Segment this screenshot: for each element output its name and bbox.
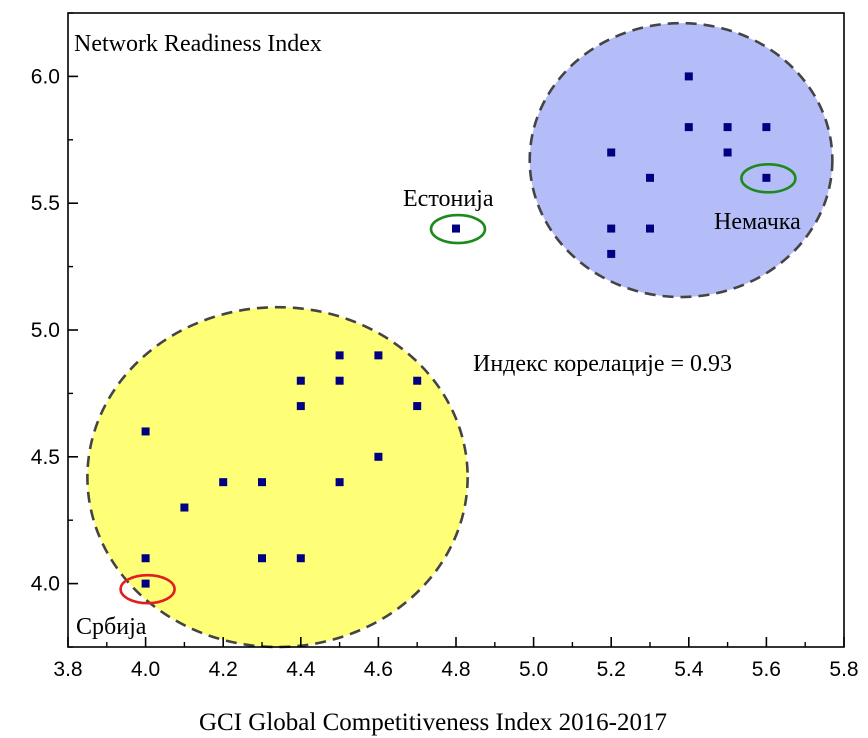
- data-point: [219, 478, 228, 487]
- data-point: [607, 148, 616, 157]
- data-point: [296, 376, 305, 385]
- data-point: [452, 224, 460, 233]
- data-point: [607, 224, 616, 233]
- data-point: [258, 478, 266, 487]
- cluster-ellipse-0: [86, 305, 469, 649]
- data-point: [296, 402, 305, 411]
- y-tick-label: 4.5: [31, 446, 60, 469]
- y-axis: 4.0 4.5 5.0 5.5 6.0: [31, 12, 78, 648]
- x-axis-label: GCI Global Competitiveness Index 2016-20…: [199, 709, 667, 736]
- data-point: [684, 72, 693, 81]
- data-point: [141, 554, 150, 563]
- x-tick-label: 4.4: [286, 658, 316, 681]
- data-point: [374, 452, 383, 461]
- x-tick-label: 5.8: [829, 658, 858, 681]
- y-tick-label: 5.0: [31, 319, 60, 342]
- label-germany: Немачка: [714, 209, 801, 235]
- cluster-ellipse-1: [528, 21, 834, 299]
- data-point: [607, 249, 616, 258]
- label-estonia: Естонија: [403, 186, 494, 212]
- y-tick-label: 4.0: [31, 573, 60, 596]
- highlight-ring-2: [740, 163, 797, 194]
- data-points: [141, 72, 771, 588]
- x-tick-label: 3.8: [53, 658, 82, 681]
- x-tick-label: 5.2: [597, 658, 626, 681]
- data-point: [684, 123, 693, 132]
- data-point: [374, 351, 383, 360]
- highlight-ring-1: [429, 213, 487, 245]
- x-tick-label: 4.6: [364, 658, 393, 681]
- x-tick-label: 4.8: [441, 658, 470, 681]
- data-point: [141, 579, 150, 588]
- data-point: [180, 503, 189, 512]
- data-point: [646, 224, 654, 233]
- x-axis: 3.8 4.0 4.2 4.4 4.6 4.8 5.0 5.2 5.4 5.6 5.8: [53, 637, 859, 681]
- data-point: [258, 554, 266, 563]
- x-tick-label: 4.2: [209, 658, 238, 681]
- x-tick-label: 5.0: [519, 658, 548, 681]
- y-axis-label: Network Readiness Index: [74, 31, 322, 57]
- cluster-regions: [86, 21, 834, 649]
- x-tick-label: 5.4: [674, 658, 704, 681]
- highlight-ring-0: [119, 573, 176, 605]
- data-point: [762, 173, 771, 182]
- data-point: [646, 173, 654, 182]
- data-point: [335, 478, 344, 487]
- data-point: [413, 402, 422, 411]
- y-tick-label: 5.5: [31, 192, 60, 215]
- data-point: [141, 427, 150, 436]
- data-point: [762, 123, 771, 132]
- y-tick-label: 6.0: [31, 65, 60, 88]
- data-point: [723, 123, 732, 132]
- label-serbia: Србија: [76, 614, 147, 640]
- data-point: [723, 148, 732, 157]
- data-point: [335, 351, 344, 360]
- data-point: [296, 554, 305, 563]
- correlation-annotation: Индекс корелације = 0.93: [473, 351, 732, 377]
- highlight-rings: [119, 163, 797, 605]
- data-point: [335, 376, 344, 385]
- x-tick-label: 4.0: [131, 658, 160, 681]
- data-point: [413, 376, 422, 385]
- x-tick-label: 5.6: [752, 658, 781, 681]
